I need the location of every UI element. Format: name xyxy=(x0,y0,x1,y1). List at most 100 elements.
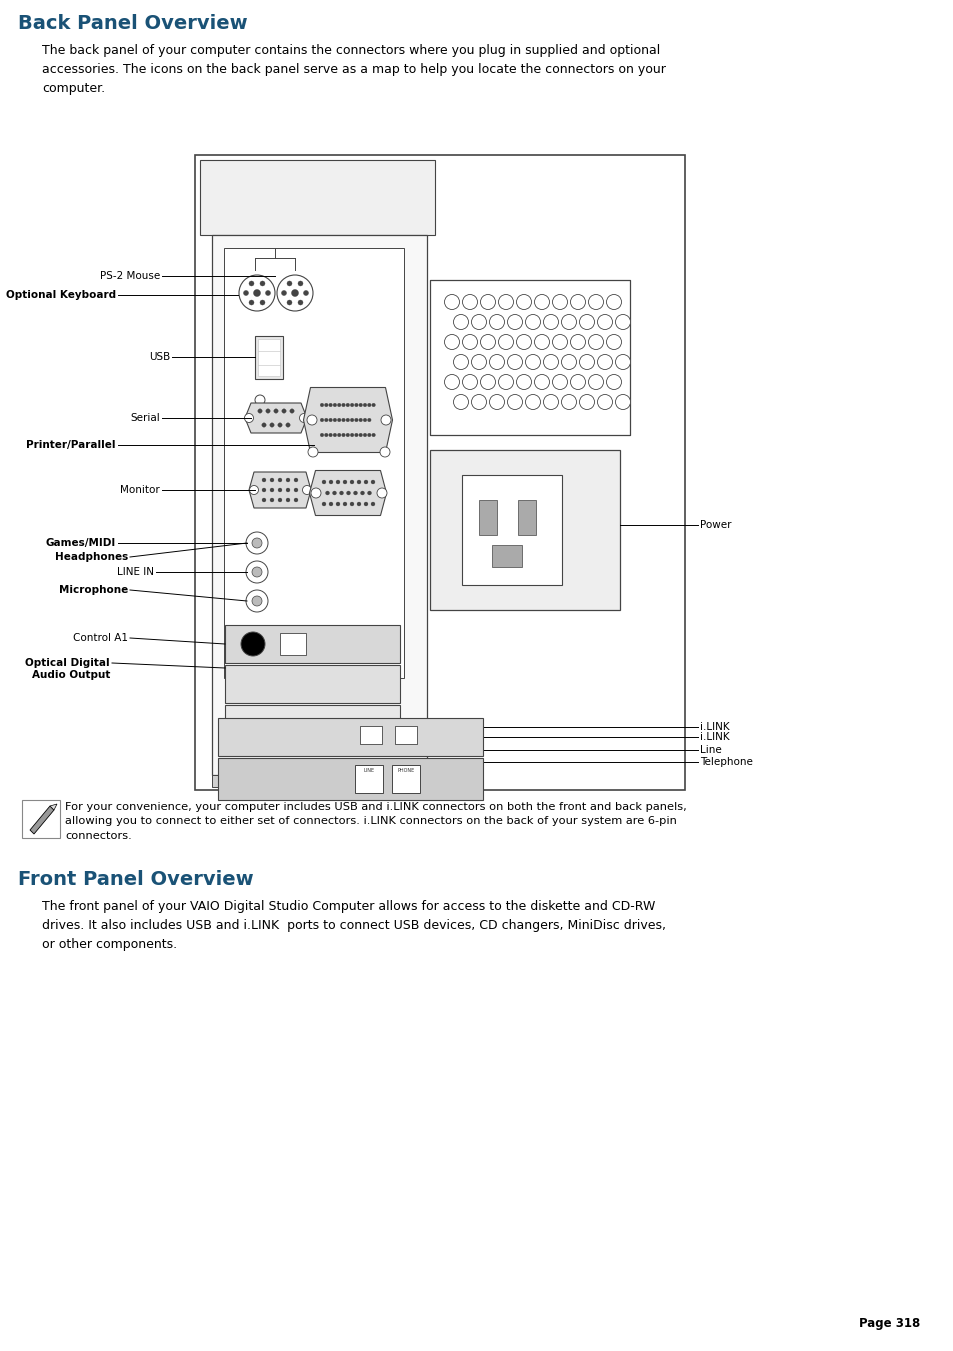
Circle shape xyxy=(371,503,375,507)
Circle shape xyxy=(570,374,585,389)
Circle shape xyxy=(507,315,522,330)
Circle shape xyxy=(552,295,567,309)
Circle shape xyxy=(355,403,357,407)
Circle shape xyxy=(311,488,320,499)
Circle shape xyxy=(343,503,347,507)
Circle shape xyxy=(286,423,290,427)
Bar xyxy=(517,500,536,535)
Circle shape xyxy=(252,538,262,549)
Circle shape xyxy=(294,499,297,503)
Circle shape xyxy=(320,419,323,422)
Circle shape xyxy=(615,354,630,370)
Bar xyxy=(218,758,482,800)
Circle shape xyxy=(453,315,468,330)
Circle shape xyxy=(570,335,585,350)
Circle shape xyxy=(322,503,326,507)
Circle shape xyxy=(444,335,459,350)
Circle shape xyxy=(356,503,360,507)
Circle shape xyxy=(329,434,332,436)
Bar xyxy=(194,155,684,790)
Text: The front panel of your VAIO Digital Studio Computer allows for access to the di: The front panel of your VAIO Digital Stu… xyxy=(42,900,665,951)
Bar xyxy=(225,665,399,703)
Circle shape xyxy=(355,434,357,436)
Circle shape xyxy=(270,499,274,503)
Circle shape xyxy=(444,374,459,389)
Circle shape xyxy=(335,480,339,484)
Text: USB: USB xyxy=(149,353,170,362)
Bar xyxy=(430,280,629,435)
Circle shape xyxy=(606,374,620,389)
Circle shape xyxy=(358,434,362,436)
Circle shape xyxy=(252,596,262,607)
Circle shape xyxy=(489,394,504,409)
Circle shape xyxy=(588,374,603,389)
Circle shape xyxy=(320,403,323,407)
Circle shape xyxy=(597,354,612,370)
Circle shape xyxy=(286,478,290,482)
Polygon shape xyxy=(309,470,386,516)
Circle shape xyxy=(333,490,336,494)
Circle shape xyxy=(489,354,504,370)
Circle shape xyxy=(578,394,594,409)
Bar xyxy=(224,249,403,678)
Circle shape xyxy=(343,480,347,484)
Bar xyxy=(392,765,419,793)
Circle shape xyxy=(350,434,354,436)
Circle shape xyxy=(294,488,297,492)
Text: LINE IN: LINE IN xyxy=(117,567,153,577)
Circle shape xyxy=(525,315,540,330)
Circle shape xyxy=(561,315,576,330)
Text: Control A1: Control A1 xyxy=(73,634,128,643)
Circle shape xyxy=(367,434,371,436)
Circle shape xyxy=(244,413,253,423)
Circle shape xyxy=(346,490,350,494)
Circle shape xyxy=(471,394,486,409)
Circle shape xyxy=(498,335,513,350)
Circle shape xyxy=(498,374,513,389)
Circle shape xyxy=(303,290,308,296)
Circle shape xyxy=(308,447,317,457)
Circle shape xyxy=(507,354,522,370)
Circle shape xyxy=(543,315,558,330)
Circle shape xyxy=(346,419,349,422)
Text: Microphone: Microphone xyxy=(59,585,128,594)
Circle shape xyxy=(276,276,313,311)
Text: i.LINK: i.LINK xyxy=(700,732,729,742)
Text: Front Panel Overview: Front Panel Overview xyxy=(18,870,253,889)
Circle shape xyxy=(350,480,354,484)
Circle shape xyxy=(552,335,567,350)
Circle shape xyxy=(257,409,262,413)
Text: PHONE: PHONE xyxy=(397,767,415,773)
Circle shape xyxy=(252,567,262,577)
Circle shape xyxy=(615,394,630,409)
Circle shape xyxy=(302,485,312,494)
Circle shape xyxy=(281,290,286,296)
Circle shape xyxy=(277,488,282,492)
Circle shape xyxy=(290,409,294,413)
Circle shape xyxy=(346,434,349,436)
Circle shape xyxy=(462,374,477,389)
Circle shape xyxy=(525,394,540,409)
Circle shape xyxy=(246,532,268,554)
Bar xyxy=(478,500,497,535)
Circle shape xyxy=(337,434,340,436)
Circle shape xyxy=(262,499,266,503)
Text: Serial: Serial xyxy=(131,413,160,423)
Circle shape xyxy=(270,488,274,492)
Text: Monitor: Monitor xyxy=(120,485,160,494)
Bar xyxy=(395,725,416,744)
Text: Audio Output: Audio Output xyxy=(31,670,110,680)
Circle shape xyxy=(578,354,594,370)
Circle shape xyxy=(350,419,354,422)
Text: Optional Keyboard: Optional Keyboard xyxy=(6,290,116,300)
Circle shape xyxy=(371,480,375,484)
Text: LINE: LINE xyxy=(363,767,375,773)
Circle shape xyxy=(380,415,391,426)
Circle shape xyxy=(489,315,504,330)
Text: Headphones: Headphones xyxy=(54,553,128,562)
Circle shape xyxy=(287,300,292,305)
Circle shape xyxy=(339,490,343,494)
Bar xyxy=(359,725,381,744)
Bar xyxy=(257,339,280,376)
Circle shape xyxy=(322,480,326,484)
